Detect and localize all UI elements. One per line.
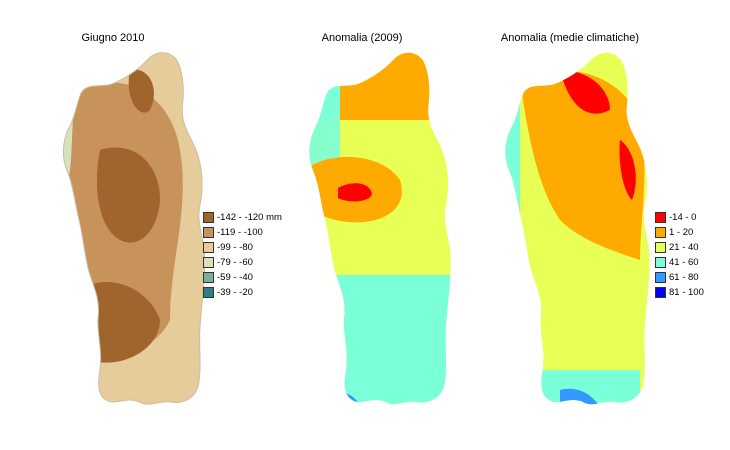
legend-swatch <box>655 212 666 223</box>
legend-rainfall-row: -99 - -80 <box>203 240 282 255</box>
legend-swatch <box>655 287 666 298</box>
legend-rainfall-row: -39 - -20 <box>203 285 282 300</box>
legend-label: -79 - -60 <box>217 257 253 268</box>
legend-anomaly-row: 1 - 20 <box>655 225 704 240</box>
legend-swatch <box>655 227 666 238</box>
legend-label: -99 - -80 <box>217 242 253 253</box>
legend-swatch <box>655 272 666 283</box>
legend-anomaly-row: 21 - 40 <box>655 240 704 255</box>
legend-label: -14 - 0 <box>669 212 697 223</box>
legend-swatch <box>655 242 666 253</box>
legend-label: -39 - -20 <box>217 287 253 298</box>
legend-label: -119 - -100 <box>217 227 263 238</box>
legend-swatch <box>203 272 214 283</box>
legend-anomaly-row: 41 - 60 <box>655 255 704 270</box>
legend-swatch <box>203 227 214 238</box>
legend-anomaly: -14 - 0 1 - 20 21 - 40 41 - 60 61 - 80 8… <box>655 210 704 300</box>
legend-label: 1 - 20 <box>669 227 694 238</box>
legend-swatch <box>203 242 214 253</box>
legend-label: -59 - -40 <box>217 272 253 283</box>
panel-title-anomaly-climate: Anomalia (medie climatiche) <box>500 32 640 44</box>
legend-anomaly-row: 81 - 100 <box>655 285 704 300</box>
legend-anomaly-row: -14 - 0 <box>655 210 704 225</box>
legend-label: -142 - -120 mm <box>217 212 282 223</box>
legend-label: 61 - 80 <box>669 272 699 283</box>
map-anomaly-climate <box>505 52 650 405</box>
panel-title-anomaly-2009: Anomalia (2009) <box>321 32 403 44</box>
legend-label: 21 - 40 <box>669 242 699 253</box>
map-june-2010 <box>62 52 206 405</box>
legend-swatch <box>203 257 214 268</box>
legend-rainfall-row: -142 - -120 mm <box>203 210 282 225</box>
legend-swatch <box>655 257 666 268</box>
legend-swatch <box>203 287 214 298</box>
legend-label: 41 - 60 <box>669 257 699 268</box>
legend-label: 81 - 100 <box>669 287 704 298</box>
panel-title-june-2010: Giugno 2010 <box>81 32 145 44</box>
legend-rainfall-row: -59 - -40 <box>203 270 282 285</box>
legend-anomaly-row: 61 - 80 <box>655 270 704 285</box>
legend-swatch <box>203 212 214 223</box>
legend-rainfall: -142 - -120 mm -119 - -100 -99 - -80 -79… <box>203 210 282 300</box>
legend-rainfall-row: -79 - -60 <box>203 255 282 270</box>
legend-rainfall-row: -119 - -100 <box>203 225 282 240</box>
